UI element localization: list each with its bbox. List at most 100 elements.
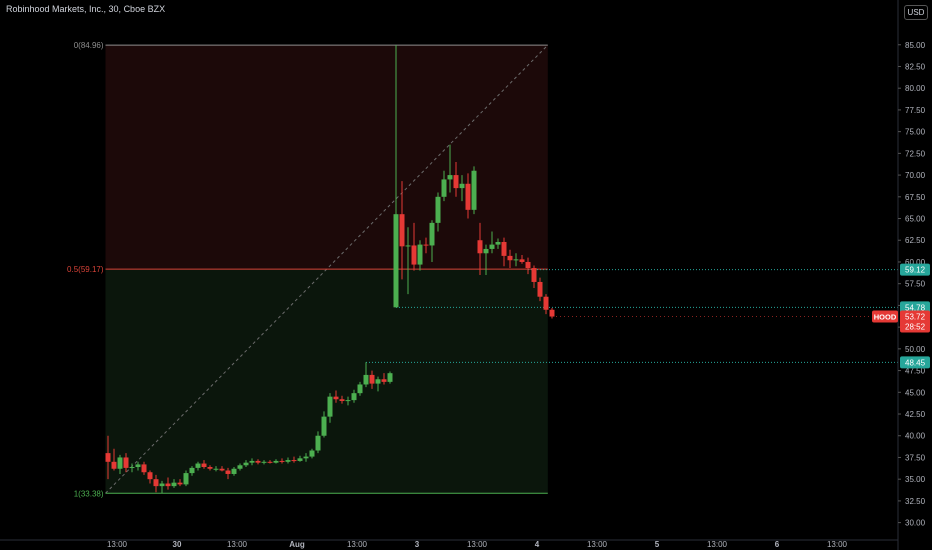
candle [201, 460, 207, 469]
candle-body [345, 400, 351, 402]
candle [123, 453, 129, 473]
candle-body [309, 450, 315, 457]
candle [285, 457, 291, 464]
price-tag-0-background [900, 263, 930, 276]
candle [231, 467, 237, 476]
candle [291, 456, 297, 463]
candle-body [507, 255, 513, 261]
candle [351, 389, 357, 403]
candle [411, 222, 417, 271]
candle [207, 465, 213, 471]
price-tick-label: 75.00 [905, 128, 926, 137]
price-tick-label: 67.50 [905, 193, 926, 202]
candle [549, 308, 555, 319]
time-tick-label: 3 [415, 540, 420, 549]
candle-body [447, 175, 453, 180]
candle [399, 181, 405, 280]
candle-body [111, 461, 117, 469]
time-axis[interactable]: 13:00 30 13:00 Aug 13:00 3 13:00 4 13:00 5 13:00 6 1… [0, 539, 898, 549]
time-tick-label: 6 [775, 540, 780, 549]
symbol-tag-background [872, 310, 898, 323]
time-tick-label: 13:00 [587, 540, 608, 549]
candle-body [369, 374, 375, 384]
candle [381, 373, 387, 385]
candle [171, 479, 177, 488]
candle [363, 362, 369, 388]
candle [405, 227, 411, 295]
price-tick-label: 47.50 [905, 367, 926, 376]
currency-button[interactable]: USD [904, 5, 928, 20]
candle-body [291, 460, 297, 462]
candle [183, 470, 189, 487]
candle [159, 480, 165, 494]
candle [423, 237, 429, 254]
candle-body [213, 468, 219, 470]
candle-body [183, 473, 189, 485]
time-tick-label: 4 [535, 540, 540, 549]
last-price-tag-background [900, 310, 930, 333]
candle-body [411, 245, 417, 265]
candle [441, 170, 447, 202]
candle-body [141, 464, 147, 473]
candle-body [351, 393, 357, 401]
fib-level-label-bottom: 1(33.38) [74, 489, 104, 498]
candle [489, 231, 495, 254]
time-tick-label: Aug [289, 540, 305, 549]
candle-body [465, 183, 471, 210]
candle [525, 257, 531, 275]
candle [417, 240, 423, 271]
candle-body [381, 379, 387, 382]
candle-body [189, 467, 195, 474]
time-tick-label: 13:00 [467, 540, 488, 549]
candle [435, 192, 441, 232]
price-tag-1: 54.78 [905, 303, 926, 312]
candle-body [327, 396, 333, 417]
price-tick-label: 85.00 [905, 41, 926, 50]
price-tick-label: 30.00 [905, 519, 926, 528]
price-tick-label: 80.00 [905, 84, 926, 93]
price-tick-label: 65.00 [905, 215, 926, 224]
candle-body [489, 244, 495, 249]
candle [111, 448, 117, 471]
candle-body [435, 196, 441, 223]
candle [429, 220, 435, 262]
candle [213, 466, 219, 472]
candle-body [207, 467, 213, 469]
time-tick-label: 13:00 [827, 540, 848, 549]
candle-body [171, 482, 177, 487]
candle-body [303, 456, 309, 459]
candle [339, 395, 345, 404]
candle [459, 175, 465, 202]
candle-body [519, 259, 525, 262]
fibonacci-retracement[interactable]: 0(84.96) 0.5(59.17) 1(33.38) [67, 41, 549, 498]
candle [195, 461, 201, 471]
candle-body [279, 460, 285, 462]
candle [219, 466, 225, 472]
candle-body [543, 296, 549, 310]
price-tag-2: 48.45 [905, 358, 926, 367]
price-tick-label: 50.00 [905, 345, 926, 354]
candle [105, 435, 111, 480]
candle-body [225, 470, 231, 474]
candle [303, 453, 309, 462]
candle [153, 474, 159, 493]
candle-body [471, 170, 477, 210]
candle-body [429, 222, 435, 246]
symbol-title: Robinhood Markets, Inc., 30, Cboe BZX [6, 4, 166, 14]
price-tick-label: 82.50 [905, 62, 926, 71]
candle [261, 460, 267, 465]
candle [177, 479, 183, 487]
last-price-value: 53.72 [905, 313, 926, 322]
price-tick-label: 45.00 [905, 388, 926, 397]
candle-body [531, 268, 537, 282]
candle [129, 463, 135, 473]
bar-countdown: 28:52 [905, 323, 926, 332]
fib-level-label-top: 0(84.96) [74, 41, 104, 50]
candle-body [267, 461, 273, 463]
candle [453, 162, 459, 197]
candle [393, 45, 399, 308]
candle [357, 381, 363, 396]
